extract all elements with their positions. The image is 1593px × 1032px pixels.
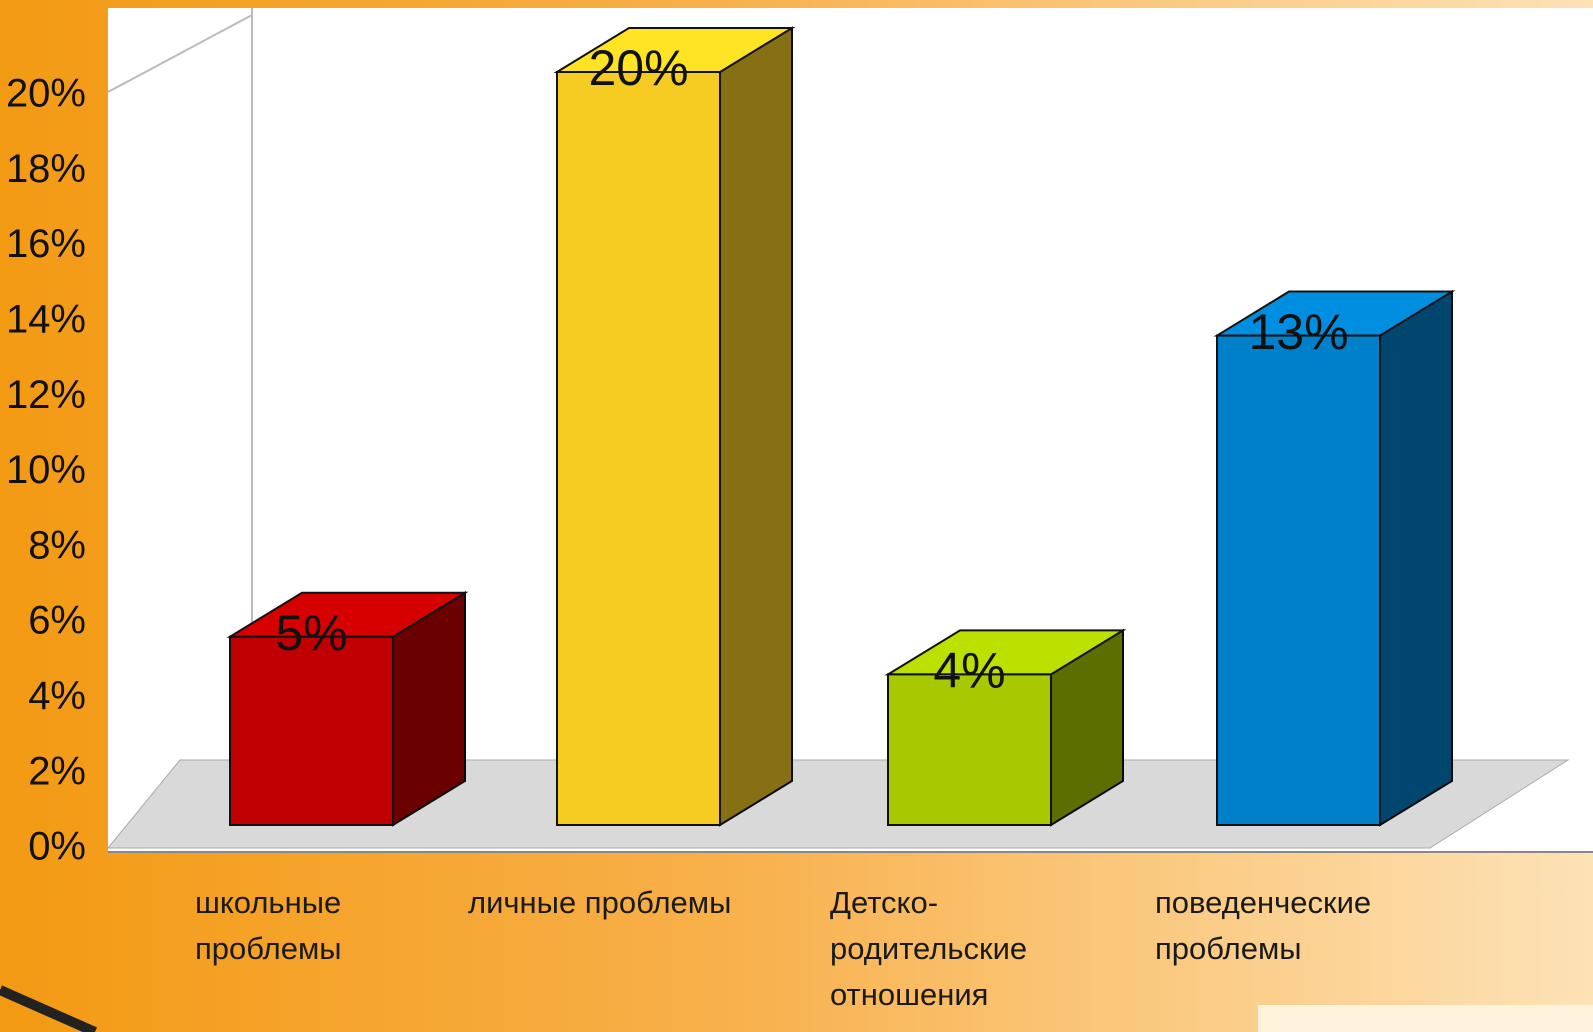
y-tick-label: 18% <box>6 147 86 191</box>
bar <box>557 28 792 825</box>
y-tick-label: 8% <box>28 523 86 567</box>
x-tick-label: поведенческие проблемы <box>1155 880 1405 972</box>
bar-front <box>557 72 720 825</box>
y-tick-label: 12% <box>6 373 86 417</box>
y-tick-label: 16% <box>6 222 86 266</box>
x-tick-label: личные проблемы <box>468 880 768 926</box>
y-tick-label: 4% <box>28 674 86 718</box>
value-label: 4% <box>933 643 1005 699</box>
y-tick-label: 6% <box>28 599 86 643</box>
bar-front <box>230 637 393 825</box>
x-tick-label: Детско-родительские отношения <box>830 880 1060 1018</box>
value-label: 5% <box>275 605 347 661</box>
y-tick-label: 20% <box>6 72 86 116</box>
y-tick-label: 0% <box>28 825 86 869</box>
x-tick-label: школьные проблемы <box>195 880 385 972</box>
bar-side <box>720 28 792 825</box>
y-tick-label: 10% <box>6 448 86 492</box>
y-tick-label: 2% <box>28 749 86 793</box>
bar <box>1217 292 1452 825</box>
bar-side <box>1380 292 1452 825</box>
value-label: 20% <box>588 40 688 96</box>
chart: 0% 2% 4% 6% 8% 10% 12% 14% 16% 18% 20% 5% 20% 4% 13% <box>0 0 1593 1032</box>
bar-front <box>1217 336 1380 825</box>
y-tick-label: 14% <box>6 297 86 341</box>
decoration <box>1258 1005 1593 1032</box>
value-label: 13% <box>1248 304 1348 360</box>
slide: 0% 2% 4% 6% 8% 10% 12% 14% 16% 18% 20% 5% 20% 4% 13% ш… <box>0 0 1593 1032</box>
decoration <box>0 990 95 1032</box>
